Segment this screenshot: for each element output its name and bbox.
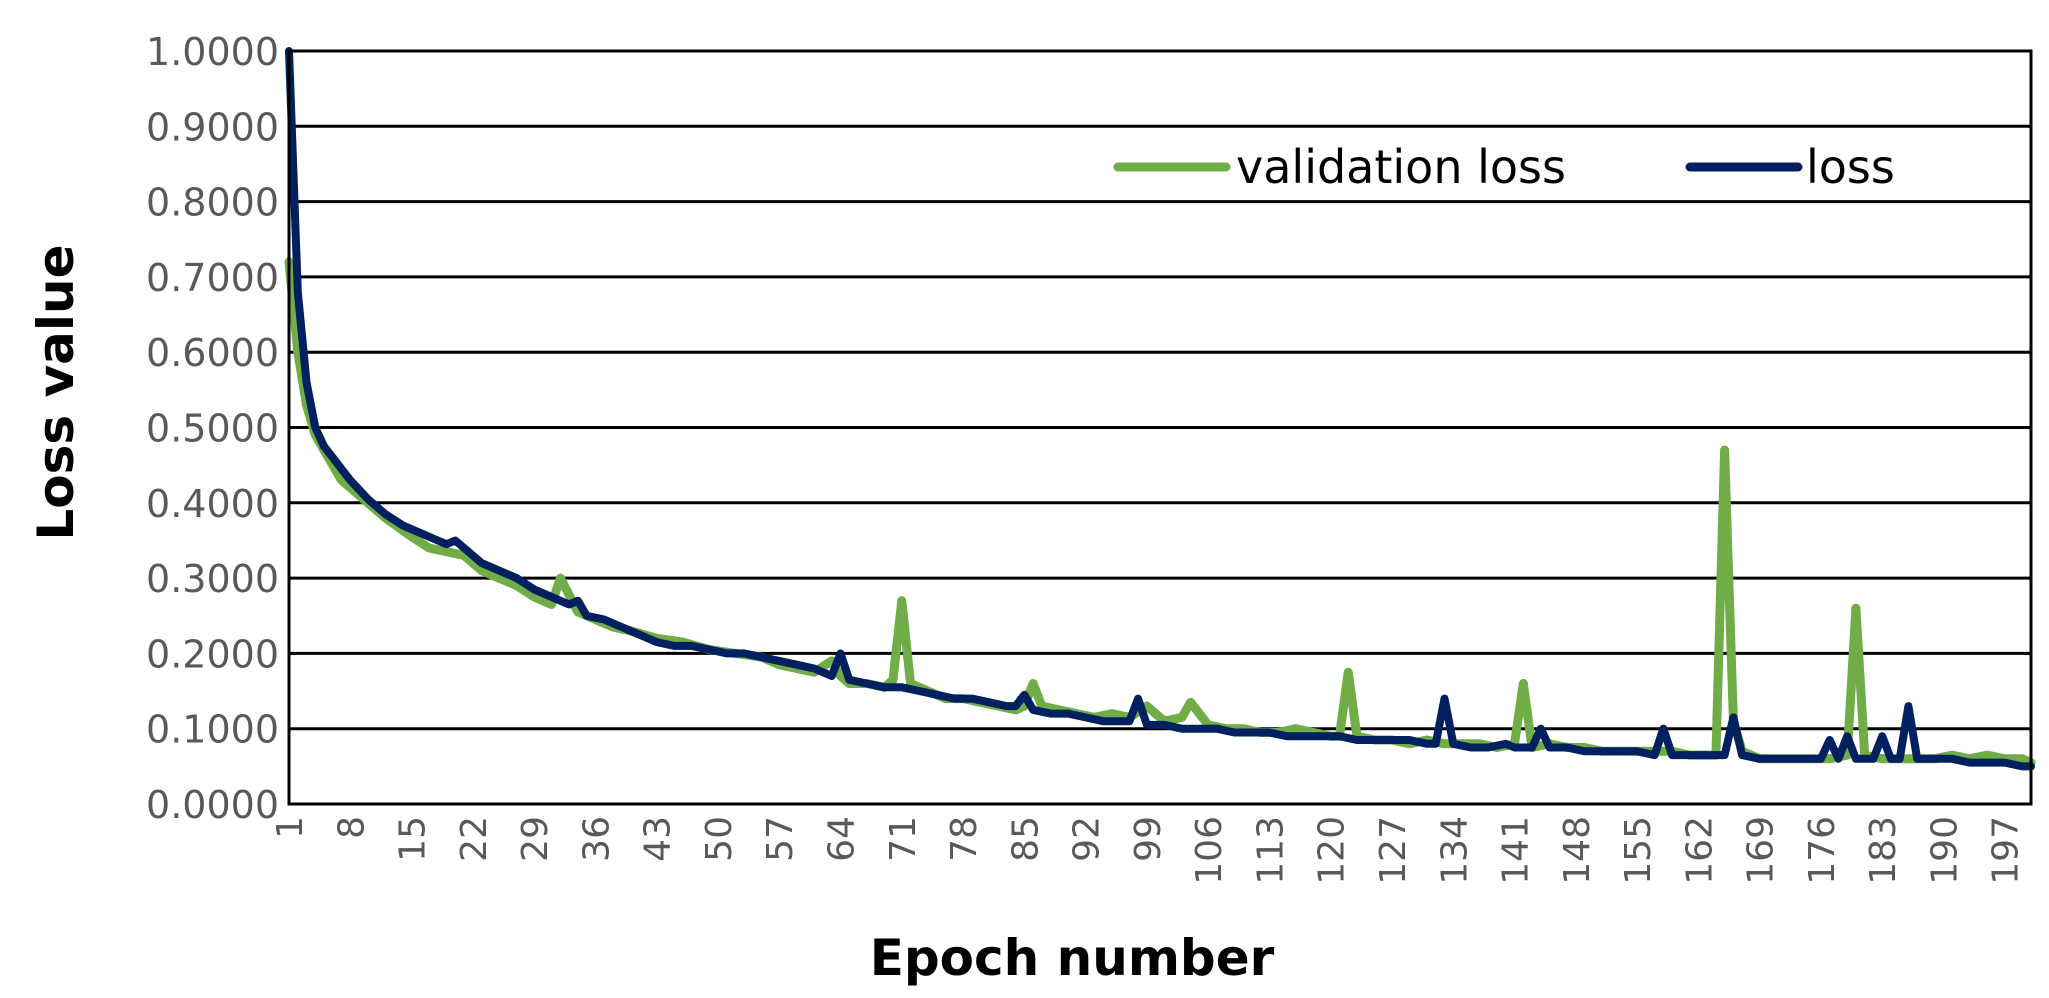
x-tick-label: 169: [1741, 816, 1782, 885]
x-tick-label: 78: [944, 816, 985, 862]
x-tick-labels: 1 8 15 22 29 36 43 50 57 64 71 78 85 92 99 106 113 120 127…: [270, 816, 2027, 885]
x-tick-label: 155: [1618, 816, 1659, 885]
x-axis-title: Epoch number: [870, 929, 1275, 987]
x-tick-label: 29: [515, 816, 556, 862]
x-tick-label: 8: [331, 816, 372, 839]
y-tick-label: 0.1000: [146, 708, 279, 752]
x-tick-label: 85: [1005, 816, 1046, 862]
y-axis-title: Loss value: [27, 244, 85, 540]
y-tick-label: 0.4000: [146, 482, 279, 526]
x-tick-label: 99: [1128, 816, 1169, 862]
x-tick-label: 50: [699, 816, 740, 862]
legend-label-loss: loss: [1806, 140, 1895, 194]
x-tick-label: 148: [1557, 816, 1598, 885]
y-tick-label: 1.0000: [146, 30, 279, 74]
y-tick-label: 0.5000: [146, 407, 279, 451]
x-tick-label: 22: [454, 816, 495, 862]
x-tick-label: 190: [1924, 816, 1965, 885]
x-tick-label: 64: [821, 816, 862, 862]
x-tick-label: 92: [1067, 816, 1108, 862]
x-tick-label: 71: [883, 816, 924, 862]
x-tick-label: 176: [1802, 816, 1843, 885]
x-tick-label: 1: [270, 816, 311, 839]
x-tick-label: 57: [760, 816, 801, 862]
x-tick-label: 134: [1434, 816, 1475, 885]
y-tick-label: 0.7000: [146, 256, 279, 300]
x-tick-label: 120: [1312, 816, 1353, 885]
y-tick-label: 0.9000: [146, 105, 279, 149]
x-tick-label: 36: [576, 816, 617, 862]
x-tick-label: 141: [1496, 816, 1537, 885]
x-tick-label: 113: [1250, 816, 1291, 885]
x-tick-label: 15: [393, 816, 434, 862]
plot-frame: [287, 49, 2033, 806]
x-tick-label: 162: [1679, 816, 1720, 885]
x-tick-label: 197: [1986, 816, 2027, 885]
y-tick-label: 0.0000: [146, 783, 279, 827]
series-layer: [284, 47, 2036, 771]
y-tick-labels: 0.0000 0.1000 0.2000 0.3000 0.4000 0.5000 0.60…: [146, 30, 279, 827]
legend: validation loss loss: [1113, 140, 1895, 194]
y-tick-label: 0.6000: [146, 331, 279, 375]
x-tick-label: 183: [1863, 816, 1904, 885]
series-line-loss: [285, 47, 2035, 771]
x-tick-label: 106: [1189, 816, 1230, 885]
y-tick-label: 0.2000: [146, 632, 279, 676]
x-tick-label: 127: [1373, 816, 1414, 885]
legend-label-validation-loss: validation loss: [1236, 140, 1566, 194]
y-tick-label: 0.8000: [146, 181, 279, 225]
y-tick-label: 0.3000: [146, 557, 279, 601]
x-tick-label: 43: [638, 816, 679, 862]
